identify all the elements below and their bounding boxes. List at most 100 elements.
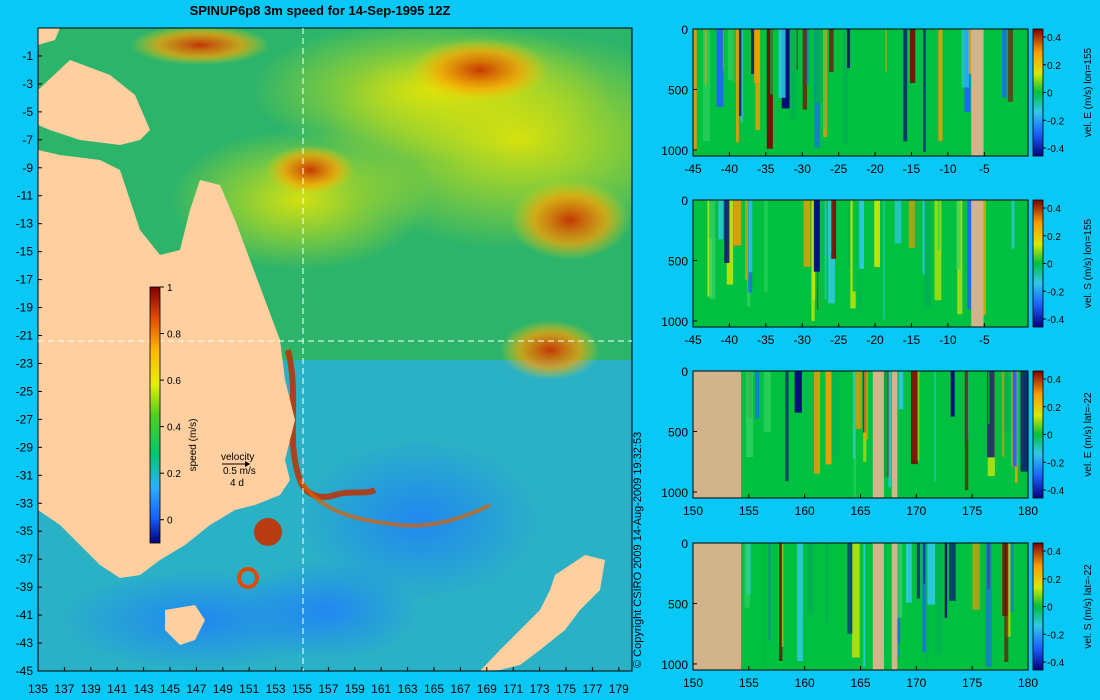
section-x-tick-label: -35 (757, 333, 775, 347)
section-x-tick-label: 175 (962, 504, 982, 518)
section-y-tick-label: 1000 (661, 486, 688, 500)
map-x-tick-label: 135 (28, 682, 48, 696)
section-x-tick-label: -45 (684, 333, 702, 347)
section-x-tick-label: -10 (939, 162, 957, 176)
map-y-tick-label: -9 (22, 161, 33, 175)
map-x-tick-label: 167 (450, 682, 470, 696)
section-y-tick-label: 1000 (661, 315, 688, 329)
map-x-tick-label: 149 (213, 682, 233, 696)
section-colorbar-tick-label: -0.2 (1047, 116, 1065, 127)
section-x-tick-label: 170 (906, 504, 926, 518)
section-colorbar-tick-label: 0.2 (1047, 232, 1061, 243)
section-panel: -45 -40 -35 -30 -25 -20 -15 -10 -5 0 500 1000 0.4 0.2… (661, 194, 1094, 347)
section-x-tick-label: 160 (795, 676, 815, 690)
map-y-tick-label: -1 (22, 49, 33, 63)
section-colorbar-tick-label: -0.4 (1047, 144, 1065, 155)
section-colorbar-tick-label: 0.2 (1047, 61, 1061, 72)
map-y-tick-label: -11 (17, 189, 34, 203)
section-colorbar-tick-label: 0.4 (1047, 375, 1061, 386)
section-colorbar-tick-label: 0 (1047, 603, 1053, 614)
section-y-tick-label: 500 (668, 425, 688, 439)
section-colorbar-tick-label: -0.4 (1047, 315, 1065, 326)
map-y-tick-label: -41 (16, 608, 34, 622)
section-x-tick-label: -20 (866, 162, 884, 176)
section-colorbar (1032, 28, 1044, 157)
map-x-tick-label: 137 (54, 682, 74, 696)
map-colorbar-tick-label: 0.6 (167, 376, 181, 387)
map-x-tick-label: 151 (239, 682, 259, 696)
map-x-tick-label: 145 (160, 682, 180, 696)
section-panel: 150 155 160 165 170 175 180 0 500 1000 0.4 0.2 0 -0.2… (661, 537, 1094, 690)
section-land (872, 543, 884, 670)
map-colorbar-tick-label: 0.8 (167, 330, 181, 341)
section-x-tick-label: 150 (683, 676, 703, 690)
map-y-tick-label: -37 (16, 552, 34, 566)
section-x-tick-label: -25 (830, 162, 848, 176)
map-colorbar-label: speed (m/s) (188, 419, 199, 472)
map-x-tick-label: 161 (371, 682, 391, 696)
map-x-tick-label: 177 (582, 682, 602, 696)
section-colorbar-label: vel. S (m/s) lon=155 (1083, 218, 1094, 308)
map-y-tick-label: -3 (22, 77, 33, 91)
section-colorbar-tick-label: 0.4 (1047, 33, 1061, 44)
map-y-tick-label: -27 (16, 412, 34, 426)
map-x-tick-label: 175 (556, 682, 576, 696)
map-y-tick-label: -31 (16, 468, 34, 482)
map-y-tick-label: -15 (16, 245, 34, 259)
map-y-tick-label: -13 (16, 217, 34, 231)
section-x-tick-label: -15 (903, 162, 921, 176)
speed-map: 135 137 139 141 143 145 147 149 151 153 155 157 159 1… (16, 27, 633, 696)
section-x-tick-label: 155 (739, 504, 759, 518)
section-x-tick-label: 180 (1018, 676, 1038, 690)
section-colorbar-tick-label: -0.2 (1047, 630, 1065, 641)
map-y-tick-label: -35 (16, 524, 34, 538)
map-colorbar: 1 0.8 0.6 0.4 0.2 0 (149, 283, 181, 544)
map-y-tick-label: -17 (16, 273, 34, 287)
map-y-tick-label: -21 (16, 329, 34, 343)
section-x-tick-label: 165 (850, 676, 870, 690)
map-y-tick-label: -19 (16, 301, 34, 315)
section-x-tick-label: -5 (979, 162, 990, 176)
map-x-tick-label: 159 (345, 682, 365, 696)
section-y-tick-label: 500 (668, 83, 688, 97)
map-x-tick-label: 179 (609, 682, 629, 696)
section-x-tick-label: -20 (866, 333, 884, 347)
map-x-tick-label: 143 (134, 682, 154, 696)
page-title: SPINUP6p8 3m speed for 14-Sep-1995 12Z (189, 3, 451, 18)
map-colorbar-tick-label: 1 (167, 283, 173, 294)
velocity-key-speed: 0.5 m/s (223, 466, 256, 477)
section-land (891, 543, 898, 670)
section-colorbar-tick-label: 0 (1047, 431, 1053, 442)
section-land (693, 371, 742, 498)
section-colorbar-label: vel. E (m/s) lon=155 (1083, 47, 1094, 137)
section-x-tick-label: -15 (903, 333, 921, 347)
map-x-tick-label: 173 (530, 682, 550, 696)
section-y-tick-label: 0 (681, 537, 688, 551)
map-y-tick-label: -39 (16, 580, 34, 594)
section-y-tick-label: 0 (681, 194, 688, 208)
section-colorbar-tick-label: -0.4 (1047, 658, 1065, 669)
section-x-tick-label: -40 (721, 333, 739, 347)
map-colorbar-tick-label: 0 (167, 516, 173, 527)
section-y-tick-label: 500 (668, 254, 688, 268)
section-y-tick-label: 500 (668, 597, 688, 611)
section-x-tick-label: 165 (850, 504, 870, 518)
map-y-tick-label: -5 (22, 105, 33, 119)
section-y-tick-label: 1000 (661, 144, 688, 158)
section-land (693, 543, 742, 670)
copyright-notice: © Copyright CSIRO 2009 14-Aug-2009 19:32… (632, 431, 644, 668)
section-colorbar-tick-label: 0 (1047, 89, 1053, 100)
section-x-tick-label: -40 (721, 162, 739, 176)
section-colorbar-tick-label: -0.2 (1047, 287, 1065, 298)
map-x-tick-label: 147 (186, 682, 206, 696)
section-colorbar-tick-label: -0.4 (1047, 486, 1065, 497)
map-x-tick-label: 169 (477, 682, 497, 696)
section-colorbar-tick-label: -0.2 (1047, 458, 1065, 469)
map-colorbar-tick-label: 0.4 (167, 423, 181, 434)
map-x-tick-label: 141 (107, 682, 127, 696)
section-y-tick-label: 1000 (661, 658, 688, 672)
section-x-tick-label: -45 (684, 162, 702, 176)
section-colorbar-tick-label: 0 (1047, 260, 1053, 271)
section-x-tick-label: -30 (794, 333, 812, 347)
